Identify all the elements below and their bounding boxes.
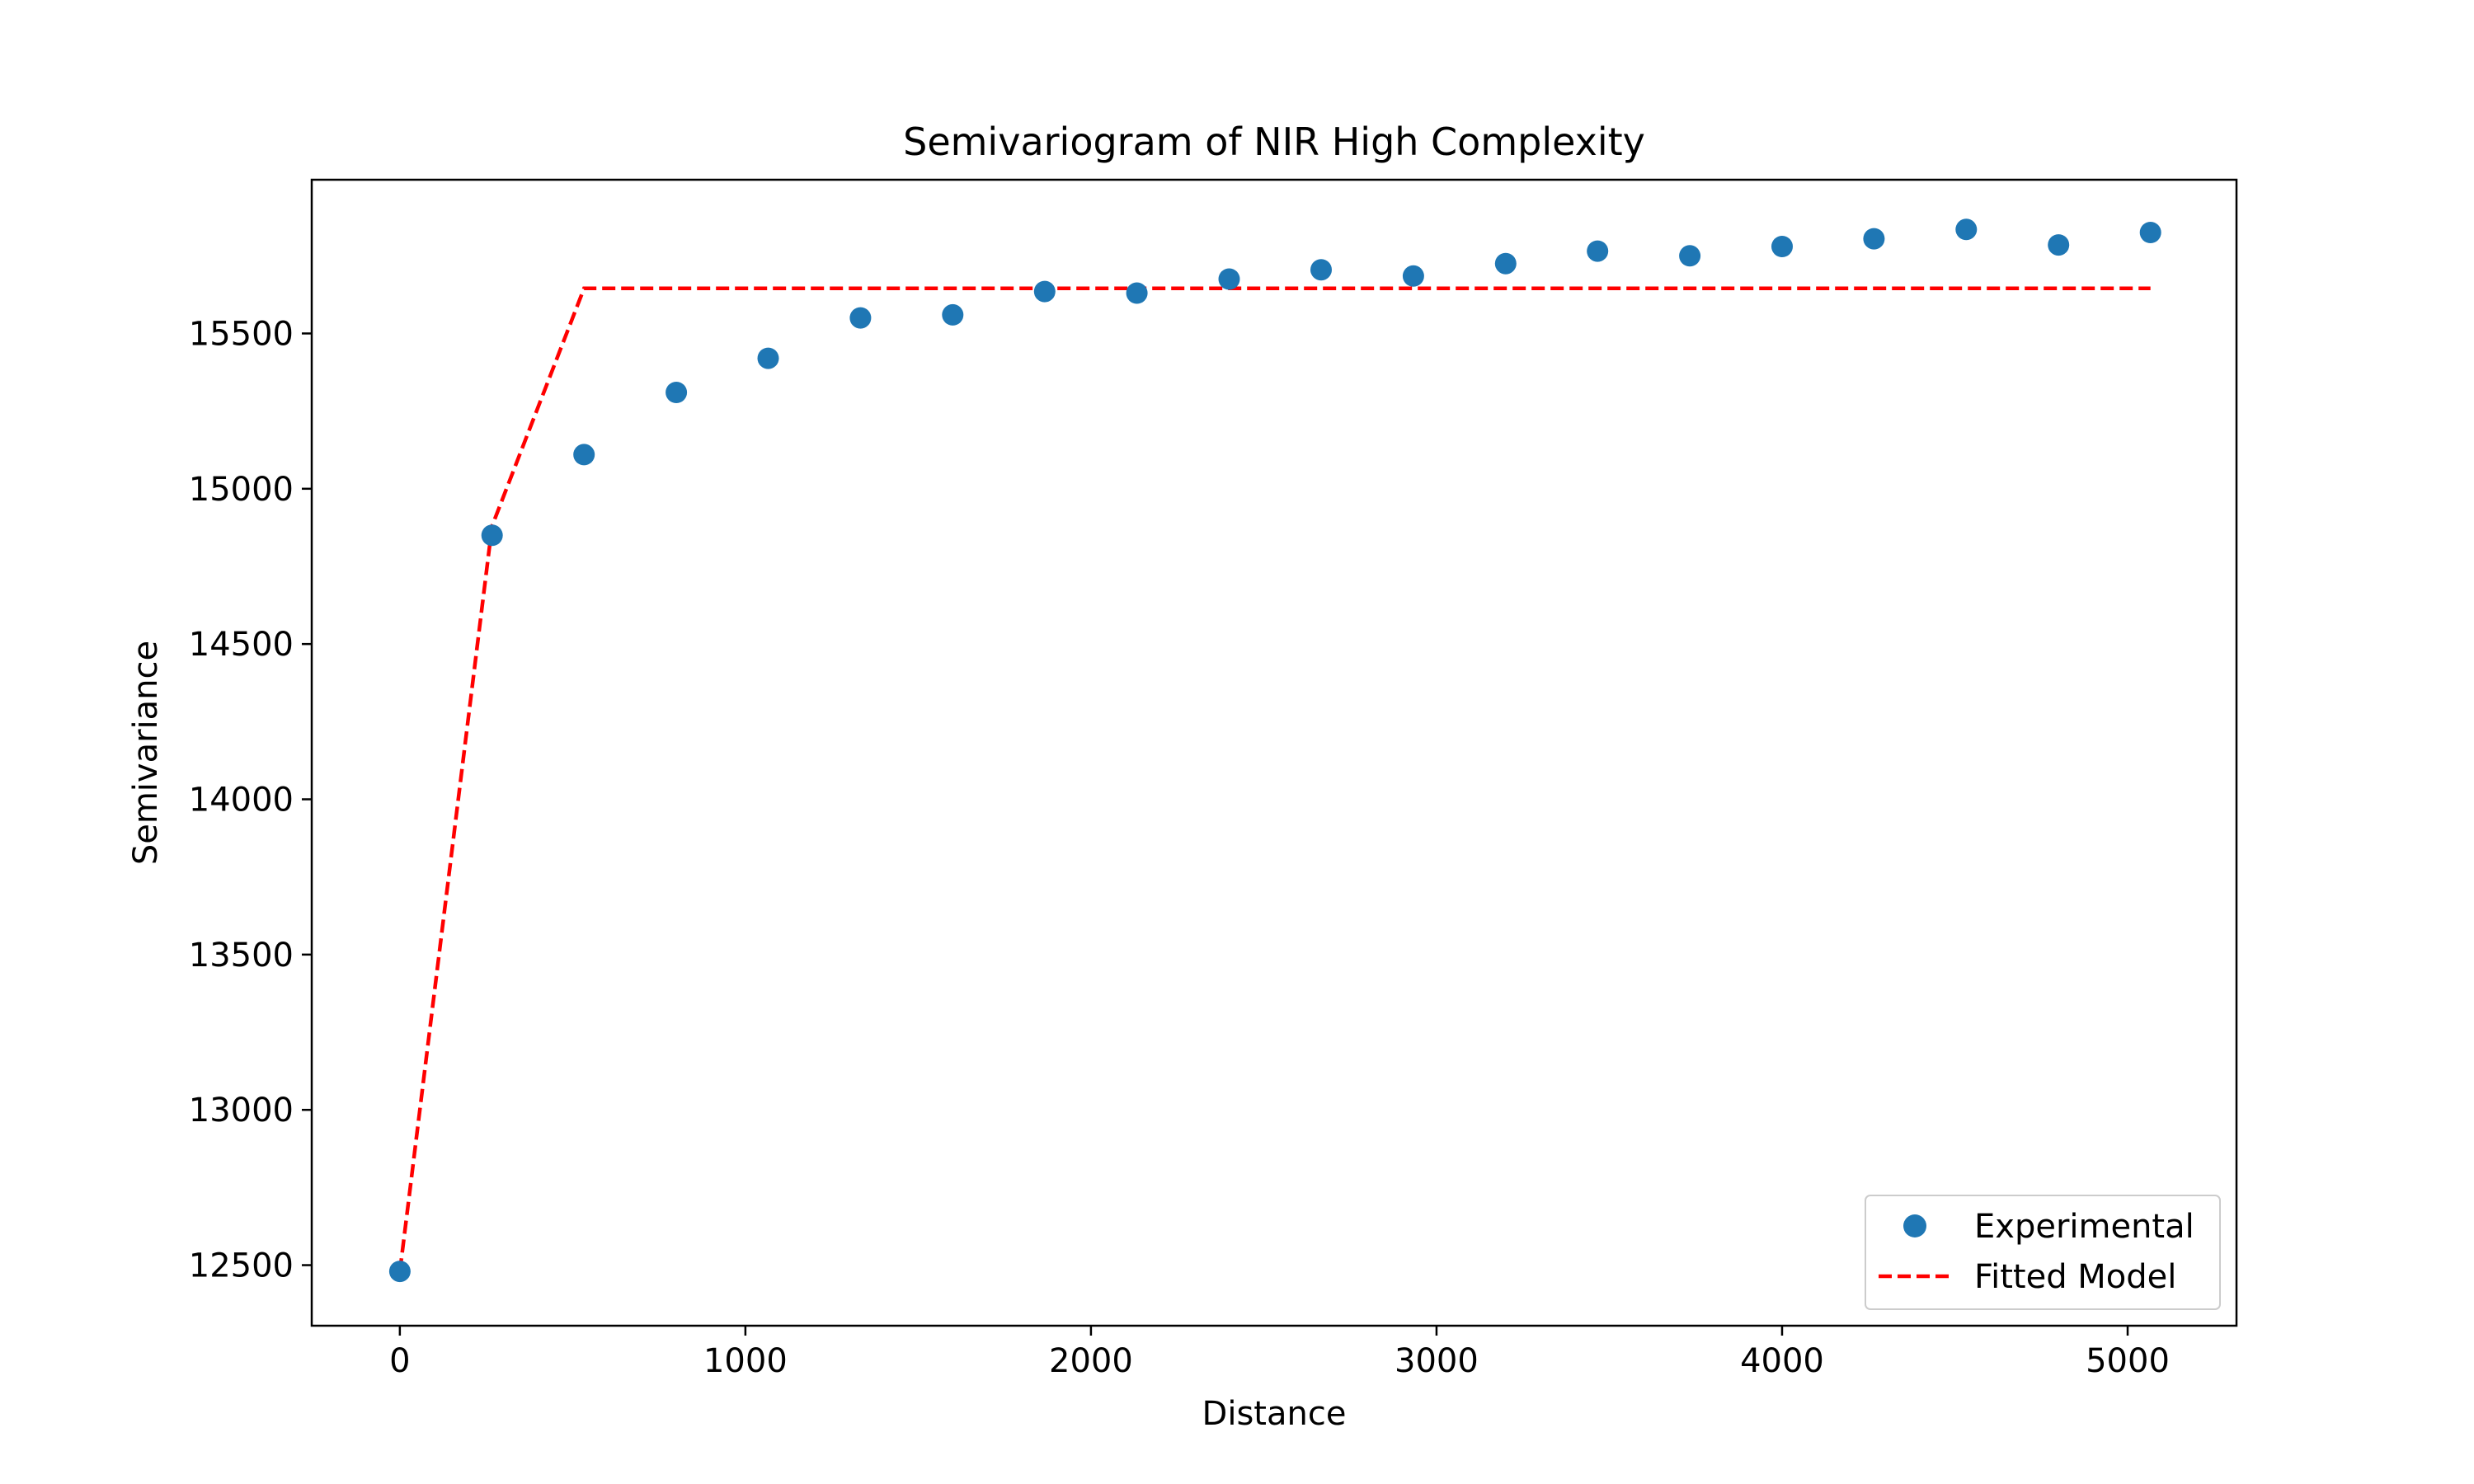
- x-tick-label: 4000: [1740, 1342, 1824, 1380]
- x-tick-label: 3000: [1395, 1342, 1479, 1380]
- fitted-model-line: [397, 286, 2151, 1272]
- experimental-point: [942, 303, 964, 326]
- x-tick-label: 1000: [703, 1342, 788, 1380]
- x-axis-label: Distance: [1202, 1395, 1347, 1433]
- experimental-point: [1218, 268, 1240, 290]
- experimental-point: [1587, 240, 1609, 262]
- y-tick-label: 14500: [189, 626, 294, 664]
- experimental-point: [1126, 282, 1148, 304]
- legend-fitted-model-label: Fitted Model: [1974, 1258, 2176, 1296]
- x-tick-label: 5000: [2086, 1342, 2170, 1380]
- plot-area: [312, 180, 2236, 1326]
- experimental-point: [1310, 259, 1332, 281]
- experimental-point: [1955, 218, 1978, 241]
- experimental-point: [849, 307, 872, 329]
- experimental-point: [388, 1261, 411, 1283]
- legend-box: [1865, 1195, 2221, 1310]
- experimental-point: [1402, 265, 1424, 287]
- experimental-point: [1033, 280, 1056, 303]
- legend-experimental-label: Experimental: [1974, 1208, 2194, 1246]
- y-tick-label: 15000: [189, 471, 294, 509]
- experimental-point: [1863, 228, 1885, 250]
- experimental-point: [666, 382, 688, 403]
- experimental-point: [2048, 234, 2070, 256]
- experimental-point: [2139, 222, 2161, 243]
- legend: Experimental Fitted Model: [1865, 1195, 2221, 1310]
- x-axis: 0 1000 2000 3000 4000 5000: [389, 1326, 2170, 1380]
- y-tick-label: 14000: [189, 782, 294, 819]
- experimental-point: [481, 524, 503, 547]
- plot-frame: [310, 178, 2238, 1327]
- experimental-point: [573, 444, 595, 466]
- y-axis: 12500 13000 13500 14000 14500 15000 15500: [189, 315, 312, 1285]
- series-layer: [388, 218, 2161, 1283]
- y-tick-label: 13500: [189, 937, 294, 974]
- x-tick-label: 0: [389, 1342, 410, 1380]
- y-tick-label: 13000: [189, 1092, 294, 1129]
- x-tick-label: 2000: [1049, 1342, 1133, 1380]
- chart-title: Semivariogram of NIR High Complexity: [903, 120, 1645, 164]
- y-tick-label: 15500: [189, 315, 294, 353]
- experimental-point: [1494, 252, 1517, 275]
- y-axis-label: Semivariance: [127, 641, 165, 865]
- y-tick-label: 12500: [189, 1247, 294, 1285]
- experimental-point: [1771, 236, 1793, 257]
- experimental-point: [757, 347, 779, 369]
- experimental-point: [1679, 245, 1701, 267]
- legend-experimental-marker: [1903, 1214, 1926, 1237]
